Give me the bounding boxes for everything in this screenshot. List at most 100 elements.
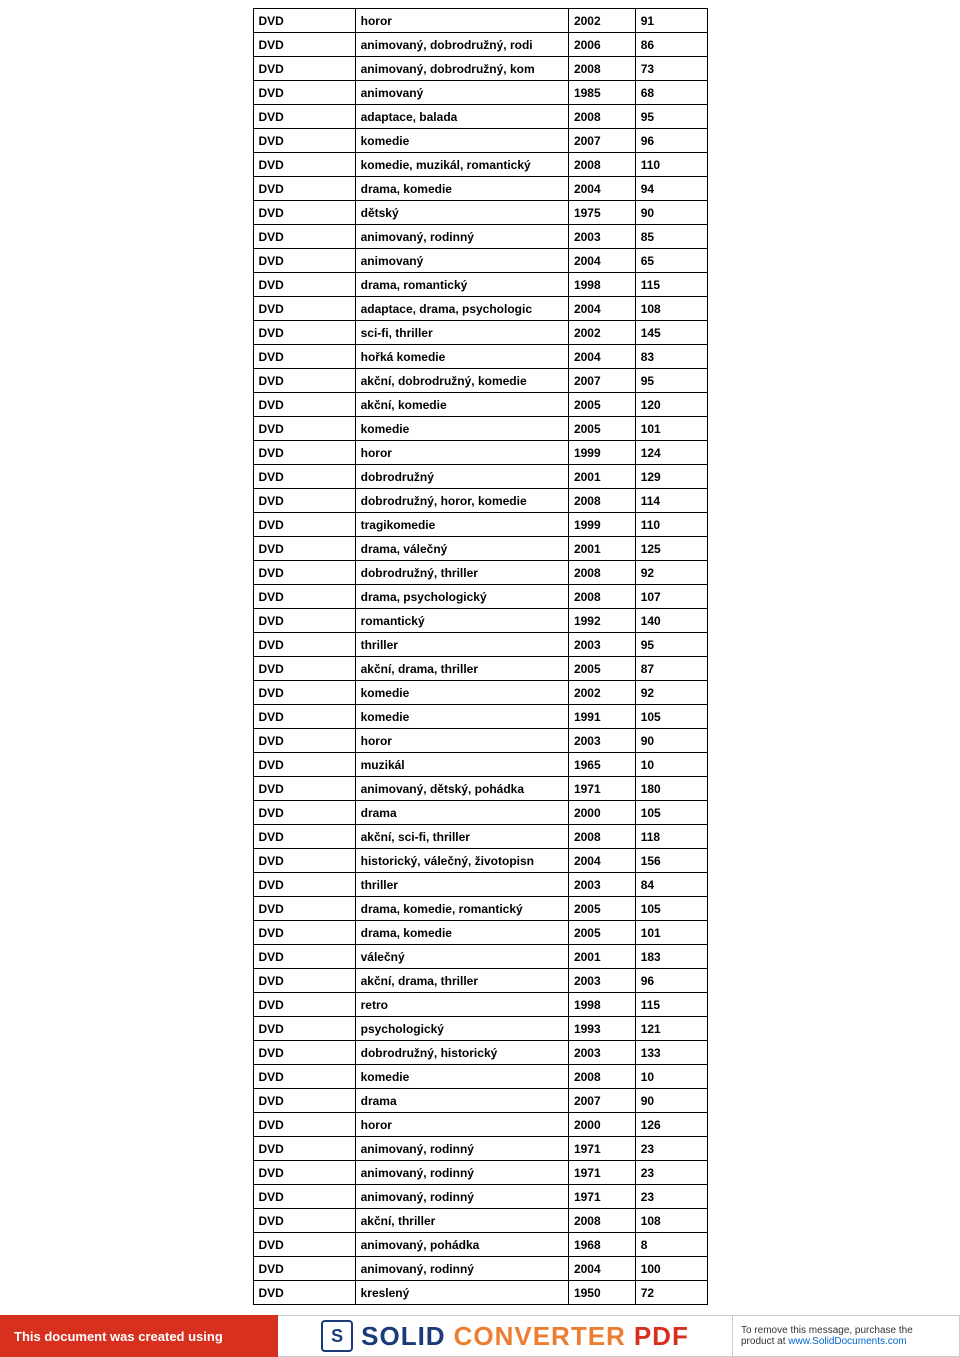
table-row: DVDkomedie2005101 [253,417,707,441]
table-cell: DVD [253,1089,355,1113]
table-cell: thriller [355,633,568,657]
table-cell: 86 [635,33,707,57]
table-row: DVDhoror200291 [253,9,707,33]
table-cell: 10 [635,753,707,777]
table-row: DVDretro1998115 [253,993,707,1017]
watermark-footer: This document was created using S SOLID … [0,1315,960,1357]
table-cell: 91 [635,9,707,33]
table-cell: DVD [253,681,355,705]
table-cell: 121 [635,1017,707,1041]
table-cell: DVD [253,249,355,273]
table-cell: tragikomedie [355,513,568,537]
table-cell: DVD [253,1257,355,1281]
table-cell: 105 [635,897,707,921]
table-cell: drama, psychologický [355,585,568,609]
table-cell: 1950 [568,1281,635,1305]
table-cell: 72 [635,1281,707,1305]
table-cell: 2008 [568,153,635,177]
table-cell: 90 [635,201,707,225]
table-cell: adaptace, balada [355,105,568,129]
logo-word-solid: SOLID [361,1321,445,1352]
table-cell: 1971 [568,1137,635,1161]
table-row: DVDanimovaný, pohádka19688 [253,1233,707,1257]
table-cell: DVD [253,753,355,777]
table-row: DVDsci-fi, thriller2002145 [253,321,707,345]
table-cell: 2008 [568,561,635,585]
table-cell: 2004 [568,849,635,873]
table-row: DVDanimovaný, rodinný197123 [253,1185,707,1209]
table-cell: 1992 [568,609,635,633]
table-row: DVDanimovaný, rodinný197123 [253,1161,707,1185]
table-cell: DVD [253,201,355,225]
table-cell: 2008 [568,57,635,81]
table-cell: 2004 [568,297,635,321]
table-row: DVDdrama, komedie2005101 [253,921,707,945]
table-row: DVDhoror2000126 [253,1113,707,1137]
table-cell: DVD [253,513,355,537]
table-cell: 85 [635,225,707,249]
table-cell: 120 [635,393,707,417]
table-row: DVDkomedie200810 [253,1065,707,1089]
table-cell: 1971 [568,777,635,801]
table-cell: akční, dobrodružný, komedie [355,369,568,393]
table-cell: 2002 [568,321,635,345]
table-cell: 2004 [568,249,635,273]
table-row: DVDanimovaný, rodinný2004100 [253,1257,707,1281]
table-cell: DVD [253,1137,355,1161]
table-cell: 1999 [568,513,635,537]
table-cell: retro [355,993,568,1017]
table-cell: 108 [635,1209,707,1233]
table-cell: 180 [635,777,707,801]
table-cell: DVD [253,705,355,729]
table-cell: animovaný [355,249,568,273]
table-cell: drama, komedie [355,177,568,201]
table-cell: DVD [253,945,355,969]
table-row: DVDdobrodružný2001129 [253,465,707,489]
table-cell: animovaný, rodinný [355,1185,568,1209]
solid-documents-link[interactable]: www.SolidDocuments.com [788,1336,906,1347]
table-cell: 105 [635,705,707,729]
table-row: DVDdrama200790 [253,1089,707,1113]
table-cell: dobrodružný [355,465,568,489]
table-cell: 145 [635,321,707,345]
footer-left-text: This document was created using [14,1329,223,1344]
table-row: DVDtragikomedie1999110 [253,513,707,537]
logo-word-converter: CONVERTER [454,1321,626,1352]
table-cell: DVD [253,993,355,1017]
table-cell: 2000 [568,801,635,825]
table-row: DVDpsychologický1993121 [253,1017,707,1041]
table-cell: DVD [253,33,355,57]
table-cell: historický, válečný, životopisn [355,849,568,873]
table-row: DVDdobrodružný, thriller200892 [253,561,707,585]
table-cell: dobrodružný, thriller [355,561,568,585]
table-cell: animovaný, dobrodružný, kom [355,57,568,81]
table-cell: 107 [635,585,707,609]
table-cell: 2003 [568,873,635,897]
table-cell: DVD [253,465,355,489]
table-row: DVDakční, komedie2005120 [253,393,707,417]
table-cell: válečný [355,945,568,969]
table-row: DVDdrama, romantický1998115 [253,273,707,297]
table-cell: 1991 [568,705,635,729]
table-cell: 2000 [568,1113,635,1137]
table-cell: 2003 [568,969,635,993]
table-cell: 2004 [568,177,635,201]
table-cell: DVD [253,105,355,129]
table-cell: DVD [253,873,355,897]
table-cell: animovaný, pohádka [355,1233,568,1257]
table-cell: 83 [635,345,707,369]
table-cell: drama, válečný [355,537,568,561]
table-cell: thriller [355,873,568,897]
table-row: DVDhořká komedie200483 [253,345,707,369]
table-row: DVDhistorický, válečný, životopisn200415… [253,849,707,873]
table-cell: DVD [253,273,355,297]
table-cell: DVD [253,585,355,609]
footer-created-using: This document was created using [0,1315,278,1357]
table-cell: 90 [635,729,707,753]
table-row: DVDkomedie, muzikál, romantický2008110 [253,153,707,177]
table-cell: 2001 [568,945,635,969]
table-cell: 84 [635,873,707,897]
table-cell: DVD [253,297,355,321]
table-cell: 101 [635,417,707,441]
table-cell: 94 [635,177,707,201]
